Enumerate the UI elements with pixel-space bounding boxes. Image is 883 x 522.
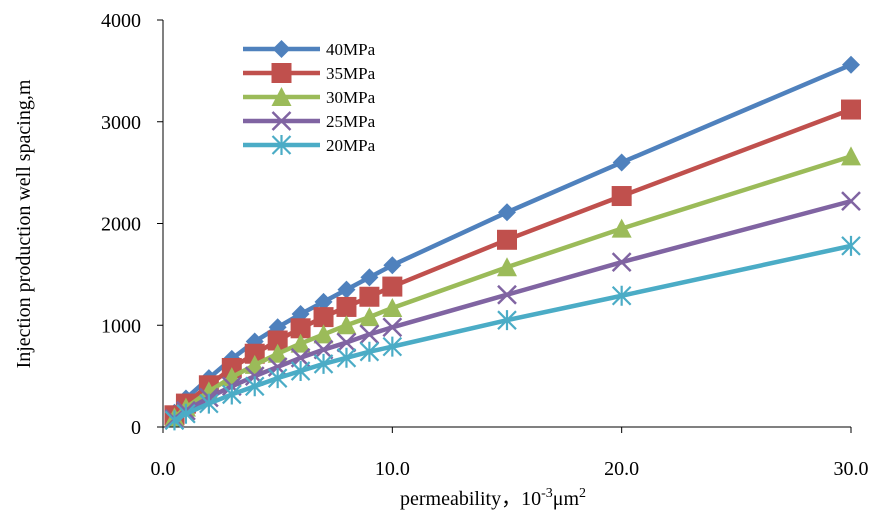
data-point — [383, 256, 401, 274]
legend-item: 20MPa — [243, 135, 376, 155]
legend-item: 25MPa — [243, 112, 376, 131]
y-axis-title: Injection production well spacing,m — [13, 79, 35, 368]
legend-item: 40MPa — [243, 40, 376, 59]
legend-label: 40MPa — [326, 40, 376, 59]
legend-marker — [272, 63, 292, 83]
data-point — [497, 230, 517, 250]
x-axis-title-unit: μm — [553, 488, 580, 510]
legend-marker — [273, 40, 291, 58]
series-35MPa — [164, 100, 861, 426]
data-point — [841, 100, 861, 120]
legend-item: 30MPa — [243, 87, 376, 107]
data-point — [498, 203, 516, 221]
series-30MPa — [164, 146, 861, 426]
y-tick-label: 4000 — [101, 10, 141, 32]
x-tick-label: 20.0 — [604, 458, 639, 480]
series-25MPa — [165, 192, 860, 428]
x-axis-title-exponent: -3 — [541, 486, 553, 501]
data-point — [612, 186, 632, 206]
x-axis-title-unit-exponent: 2 — [579, 486, 586, 501]
x-tick-label: 30.0 — [834, 458, 869, 480]
data-point — [841, 146, 861, 165]
x-axis-title: permeability，10-3μm2 — [400, 486, 586, 510]
data-point — [337, 281, 355, 299]
data-point — [314, 307, 334, 327]
data-point — [382, 277, 402, 297]
legend-label: 20MPa — [326, 136, 376, 155]
data-point — [613, 153, 631, 171]
y-tick-label: 3000 — [101, 112, 141, 134]
legend: 40MPa 35MPa 30MPa 25MPa 20MPa — [243, 40, 376, 155]
data-point — [360, 268, 378, 286]
x-tick-label: 10.0 — [375, 458, 410, 480]
y-tick-label: 1000 — [101, 315, 141, 337]
data-point — [336, 297, 356, 317]
legend-label: 35MPa — [326, 64, 376, 83]
y-tick-label: 0 — [131, 417, 141, 439]
legend-label: 25MPa — [326, 112, 376, 131]
y-tick-label: 2000 — [101, 214, 141, 236]
legend-label: 30MPa — [326, 88, 376, 107]
x-axis-title-text: permeability，10 — [400, 488, 541, 510]
x-tick-label: 0.0 — [151, 458, 176, 480]
data-point — [359, 287, 379, 307]
series-layer — [164, 56, 861, 431]
data-point — [842, 56, 860, 74]
legend-item: 35MPa — [243, 63, 376, 83]
